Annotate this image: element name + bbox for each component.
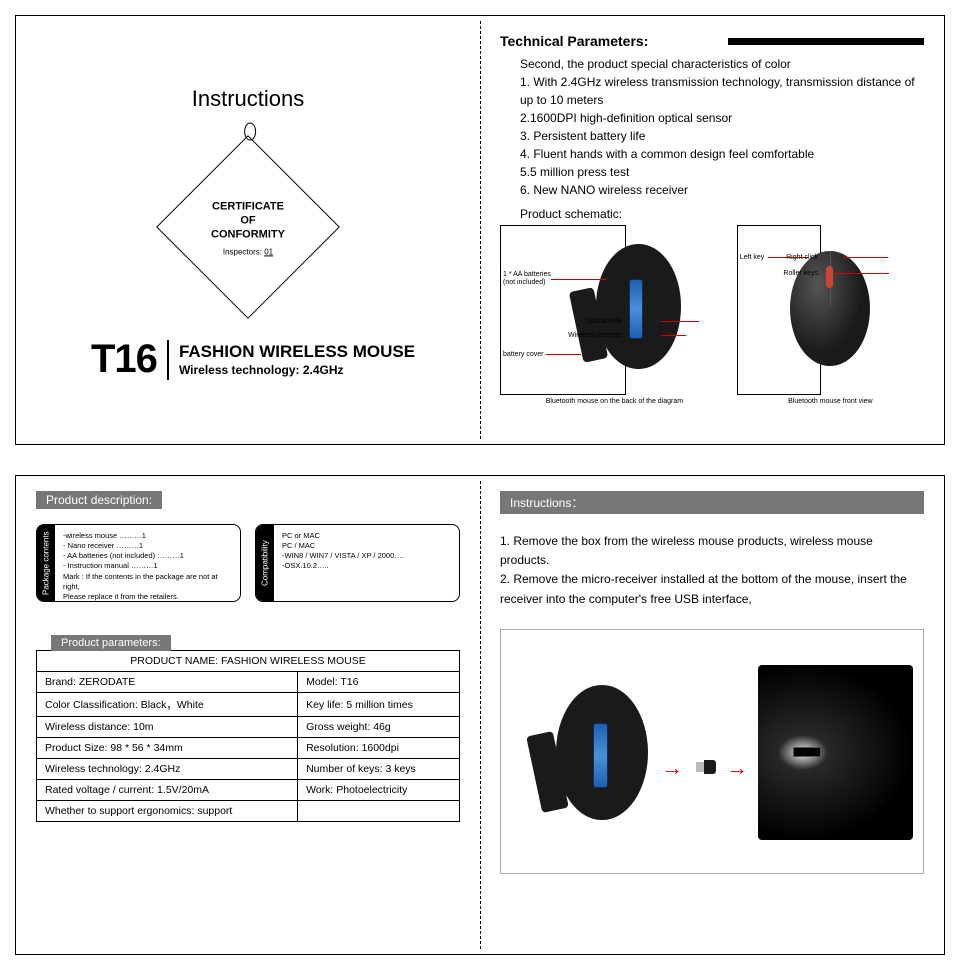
model-block: T16 FASHION WIRELESS MOUSE Wireless tech… — [91, 337, 460, 382]
tech-p4: 4. Fluent hands with a common design fee… — [520, 145, 924, 163]
arrow-right-icon: → — [726, 755, 748, 781]
mouse-back-icon — [556, 685, 648, 820]
package-tab: Package contents — [37, 525, 55, 601]
instruction-diagram: → → — [500, 629, 924, 874]
schematic-label: Product schematic: — [500, 207, 924, 221]
param-section: Product parameters: PRODUCT NAME: FASHIO… — [36, 632, 460, 822]
param-cell: Product Size: 98 * 56 * 34mm — [37, 738, 298, 759]
card2-left-panel: Product description: Package contents -w… — [16, 476, 480, 954]
model-number: T16 — [91, 337, 157, 382]
mouse-back-icon — [596, 244, 681, 369]
param-cell: Wireless distance: 10m — [37, 717, 298, 738]
cert-inspectors: Inspectors: 01 — [223, 247, 273, 257]
package-body: -wireless mouse ………1 - Nano receiver ………… — [55, 525, 240, 601]
tech-p2: 2.1600DPI high-definition optical sensor — [520, 109, 924, 127]
model-divider — [167, 340, 169, 380]
param-cell: Number of keys: 3 keys — [298, 759, 460, 780]
tech-p5: 5.5 million press test — [520, 163, 924, 181]
battery-icon — [629, 279, 643, 339]
instructions-header: Instructions： — [500, 491, 924, 514]
usb-receiver-icon — [696, 760, 716, 774]
tech-p3: 3. Persistent battery life — [520, 127, 924, 145]
label-right-click: Right click — [786, 254, 818, 261]
callout-line — [546, 354, 581, 355]
manual-card-1: Instructions CERTIFICATE OF CONFORMITY I… — [15, 15, 945, 445]
tech-body: Second, the product special characterist… — [500, 55, 924, 199]
param-cell: Color Classification: Black，White — [37, 693, 298, 717]
compat-tab: Compatibility — [256, 525, 274, 601]
tech-bar — [728, 38, 924, 45]
param-cell — [298, 801, 460, 822]
diagram-front-wrap: Left key Right click Roller keys Bluetoo… — [737, 225, 924, 405]
param-cell: Whether to support ergonomics: support — [37, 801, 298, 822]
param-cell: Wireless technology: 2.4GHz — [37, 759, 298, 780]
callout-line — [661, 335, 686, 336]
package-contents-card: Package contents -wireless mouse ………1 - … — [36, 524, 241, 602]
param-cell: Rated voltage / current: 1.5V/20mA — [37, 780, 298, 801]
param-cell: Gross weight: 46g — [298, 717, 460, 738]
laptop-usb-port-icon — [758, 665, 913, 840]
model-name: FASHION WIRELESS MOUSE — [179, 342, 415, 362]
manual-card-2: Product description: Package contents -w… — [15, 475, 945, 955]
cert-line2: OF — [240, 214, 255, 228]
mouse-front-icon — [790, 251, 870, 366]
instr-step2: 2. Remove the micro-receiver installed a… — [500, 570, 924, 608]
cert-line3: CONFORMITY — [211, 228, 285, 242]
label-roller: Roller keys — [783, 270, 818, 277]
param-table-header: PRODUCT NAME: FASHION WIRELESS MOUSE — [37, 651, 460, 672]
tech-intro: Second, the product special characterist… — [520, 55, 924, 73]
param-table: PRODUCT NAME: FASHION WIRELESS MOUSE Bra… — [36, 650, 460, 822]
product-description-header: Product description: — [36, 491, 162, 509]
mouse-wheel-icon — [826, 266, 833, 288]
diagram-front-caption: Bluetooth mouse front view — [737, 398, 924, 405]
arrow-right-icon: → — [661, 755, 683, 781]
certificate-diamond: CERTIFICATE OF CONFORMITY Inspectors: 01 — [156, 135, 340, 319]
param-header: Product parameters: — [51, 635, 171, 651]
cert-ring-icon — [244, 123, 256, 141]
battery-icon — [593, 723, 608, 788]
compatibility-card: Compatibility PC or MAC PC / MAC -WIN8 /… — [255, 524, 460, 602]
callout-line — [834, 273, 889, 274]
param-cell: Resolution: 1600dpi — [298, 738, 460, 759]
cert-line1: CERTIFICATE — [212, 199, 284, 213]
schematic-row: 1 * AA batteries (not included) battery … — [500, 225, 924, 405]
cert-text: CERTIFICATE OF CONFORMITY Inspectors: 01 — [183, 163, 313, 293]
diagram-back: 1 * AA batteries (not included) battery … — [500, 225, 626, 395]
param-cell: Key life: 5 million times — [298, 693, 460, 717]
param-cell: Work: Photoelectricity — [298, 780, 460, 801]
label-left-key: Left key — [740, 254, 765, 261]
label-optical: Optical hole — [585, 318, 622, 325]
tech-p6: 6. New NANO wireless receiver — [520, 181, 924, 199]
card1-right-panel: Technical Parameters: Second, the produc… — [480, 16, 944, 444]
card1-left-panel: Instructions CERTIFICATE OF CONFORMITY I… — [16, 16, 480, 444]
tech-p1: 1. With 2.4GHz wireless transmission tec… — [520, 73, 924, 109]
battery-cover-icon — [526, 731, 569, 813]
diagram-front: Left key Right click Roller keys — [737, 225, 821, 395]
callout-line — [661, 321, 699, 322]
param-cell: Model: T16 — [298, 672, 460, 693]
compat-body: PC or MAC PC / MAC -WIN8 / WIN7 / VISTA … — [274, 525, 412, 601]
instructions-body: 1. Remove the box from the wireless mous… — [500, 532, 924, 609]
info-cards-row: Package contents -wireless mouse ………1 - … — [36, 524, 460, 602]
diagram-back-caption: Bluetooth mouse on the back of the diagr… — [500, 398, 729, 405]
callout-line — [551, 279, 606, 280]
tech-header: Technical Parameters: — [500, 33, 924, 49]
label-receiver: Wireless receiver — [568, 332, 622, 339]
diagram-back-wrap: 1 * AA batteries (not included) battery … — [500, 225, 729, 405]
model-tech: Wireless technology: 2.4GHz — [179, 363, 415, 377]
card2-right-panel: Instructions： 1. Remove the box from the… — [480, 476, 944, 954]
instructions-heading: Instructions — [36, 86, 460, 112]
instr-step1: 1. Remove the box from the wireless mous… — [500, 532, 924, 570]
battery-cover-icon — [569, 287, 608, 363]
callout-line — [843, 257, 888, 258]
tech-title: Technical Parameters: — [500, 33, 648, 49]
param-cell: Brand: ZERODATE — [37, 672, 298, 693]
model-text: FASHION WIRELESS MOUSE Wireless technolo… — [179, 342, 415, 377]
